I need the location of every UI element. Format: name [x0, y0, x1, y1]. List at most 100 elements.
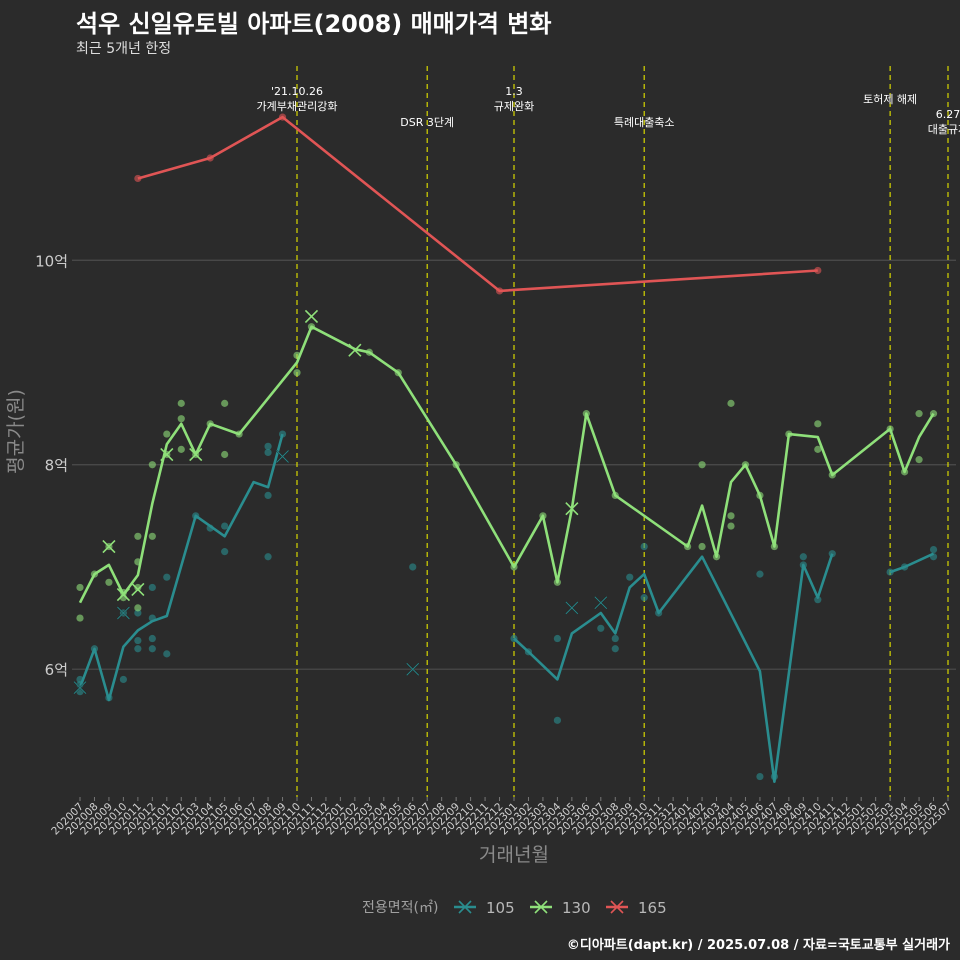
legend-label-105: 105 — [486, 899, 515, 917]
event-label: 토허제 해제 — [863, 92, 917, 106]
data-point-105 — [929, 545, 938, 554]
data-point-105 — [756, 570, 764, 578]
cross-marker-130 — [348, 343, 362, 357]
data-point-130 — [221, 450, 229, 459]
cross-marker-105 — [276, 450, 289, 463]
data-point-130 — [915, 456, 923, 464]
legend-label-130: 130 — [562, 899, 591, 917]
legend-title: 전용면적(㎡) — [362, 900, 438, 916]
cross-marker-105 — [73, 681, 87, 694]
data-point-130 — [105, 578, 113, 586]
data-point-105 — [221, 522, 229, 530]
cross-marker-130 — [565, 502, 579, 516]
y-tick-label: 6억 — [45, 661, 68, 679]
data-point-130 — [915, 410, 923, 418]
y-tick-label: 8억 — [45, 457, 68, 475]
data-point-130 — [76, 614, 84, 622]
x-axis-title: 거래년월 — [479, 844, 549, 866]
legend-cross-105 — [458, 900, 472, 914]
y-axis-title: 평균가(원) — [5, 389, 27, 474]
cross-marker-130 — [189, 448, 203, 461]
series-line-105 — [513, 553, 834, 783]
data-point-105 — [756, 772, 764, 781]
series-line-105 — [889, 552, 935, 574]
event-label: DSR 3단계 — [400, 116, 454, 129]
data-point-130 — [698, 542, 706, 551]
data-point-130 — [148, 461, 156, 469]
data-point-130 — [814, 420, 822, 428]
data-point-105 — [134, 636, 142, 645]
data-point-105 — [148, 645, 156, 653]
cross-marker-130 — [102, 540, 116, 553]
data-point-130 — [698, 461, 706, 469]
data-point-105 — [163, 650, 171, 658]
series-line-105 — [78, 433, 284, 702]
cross-marker-105 — [565, 601, 579, 615]
cross-marker-130 — [131, 583, 145, 596]
data-point-105 — [814, 596, 822, 604]
cross-marker-130 — [160, 448, 174, 461]
data-point-105 — [264, 553, 272, 561]
cross-marker-105 — [594, 596, 608, 610]
event-label: 규제완화 — [494, 100, 534, 113]
data-point-130 — [293, 369, 301, 377]
legend-cross-130 — [534, 900, 548, 914]
cross-marker-130 — [117, 588, 130, 601]
data-point-105 — [553, 716, 562, 724]
data-point-165 — [814, 266, 822, 275]
data-point-130 — [76, 583, 84, 592]
data-point-105 — [799, 553, 807, 561]
data-point-130 — [814, 445, 822, 453]
data-point-130 — [727, 522, 735, 530]
chart-subtitle: 최근 5개년 한정 — [76, 41, 172, 57]
data-point-130 — [148, 532, 156, 540]
data-point-105 — [264, 448, 272, 457]
cross-marker-105 — [406, 662, 420, 676]
legend: 전용면적(㎡) 105 130 165 — [362, 899, 667, 917]
data-point-105 — [119, 675, 127, 684]
data-point-105 — [597, 624, 605, 632]
data-point-105 — [134, 609, 142, 617]
event-label: 대출규제 — [928, 123, 960, 136]
cross-marker-130 — [305, 310, 318, 323]
event-label: 1.3 — [505, 85, 523, 98]
data-point-130 — [163, 430, 171, 438]
cross-marker-105 — [117, 606, 130, 620]
data-point-105 — [134, 645, 142, 653]
series-line-165 — [137, 115, 818, 293]
data-point-130 — [134, 604, 142, 612]
data-point-130 — [134, 532, 142, 540]
event-label: 6.27 — [936, 108, 960, 121]
data-point-105 — [264, 491, 272, 499]
data-point-105 — [148, 634, 156, 643]
series-line-130 — [78, 325, 935, 604]
data-point-105 — [553, 634, 562, 643]
data-point-130 — [727, 512, 735, 520]
source-caption: ©디아파트(dapt.kr) / 2025.07.08 / 자료=국토교통부 실… — [566, 938, 950, 953]
data-point-130 — [221, 399, 229, 407]
event-label: 가계부채관리강화 — [257, 100, 338, 113]
data-point-105 — [409, 563, 417, 571]
y-tick-label: 10억 — [35, 252, 68, 270]
data-point-105 — [221, 548, 229, 556]
data-point-105 — [640, 542, 648, 551]
axis-layer: 6억8억10억202007202008202009202010202011202… — [5, 252, 954, 866]
data-point-105 — [264, 442, 272, 450]
legend-cross-165 — [610, 900, 624, 914]
data-point-105 — [611, 634, 619, 643]
event-label: '21.10.26 — [271, 85, 323, 98]
data-point-105 — [148, 583, 156, 592]
data-point-105 — [640, 594, 648, 602]
data-point-130 — [177, 415, 185, 423]
chart-title: 석우 신일유토빌 아파트(2008) 매매가격 변화 — [76, 10, 552, 38]
data-point-105 — [611, 645, 619, 653]
series-layer — [73, 113, 938, 783]
data-point-105 — [626, 573, 634, 581]
data-point-130 — [727, 399, 735, 407]
data-point-130 — [134, 583, 142, 592]
data-point-130 — [177, 445, 185, 453]
data-point-130 — [177, 399, 185, 407]
legend-label-165: 165 — [638, 899, 667, 917]
